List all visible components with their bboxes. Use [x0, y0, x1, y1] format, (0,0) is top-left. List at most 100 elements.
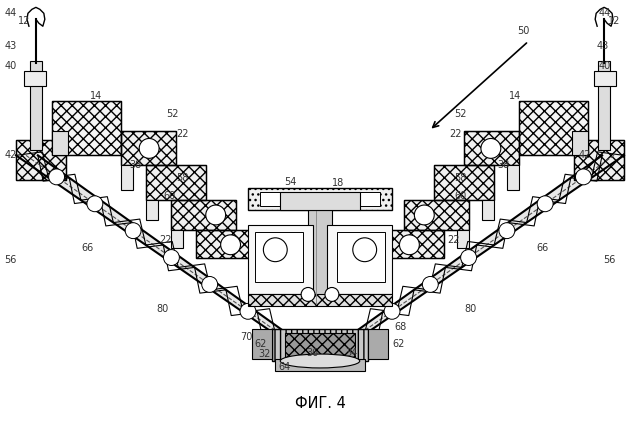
Text: 14: 14	[90, 91, 102, 101]
Text: 14: 14	[509, 91, 521, 101]
Polygon shape	[320, 155, 624, 357]
Bar	[457, 230, 469, 248]
Text: 22: 22	[449, 128, 461, 139]
Text: 62: 62	[255, 339, 267, 349]
Bar	[285, 333, 355, 357]
Text: 56: 56	[603, 255, 616, 265]
Bar	[255, 232, 303, 282]
Bar	[337, 232, 385, 282]
Circle shape	[163, 250, 179, 266]
Circle shape	[49, 169, 65, 185]
Ellipse shape	[280, 354, 360, 368]
Text: 62: 62	[392, 339, 405, 349]
Bar	[196, 230, 266, 258]
Circle shape	[264, 238, 287, 262]
Text: 60: 60	[163, 191, 175, 201]
Bar	[275, 359, 365, 371]
Text: 70: 70	[241, 332, 253, 342]
Bar	[171, 200, 236, 230]
Bar	[518, 101, 588, 155]
Bar	[146, 165, 205, 200]
Circle shape	[537, 196, 553, 212]
Bar	[248, 225, 313, 294]
Text: 32: 32	[259, 349, 271, 359]
Bar	[122, 131, 176, 165]
Bar	[574, 141, 624, 180]
Bar	[572, 131, 588, 155]
Text: 42: 42	[579, 150, 591, 160]
Bar	[435, 165, 494, 200]
Bar	[30, 61, 42, 150]
Circle shape	[575, 169, 591, 185]
Circle shape	[240, 304, 256, 319]
Circle shape	[422, 277, 438, 292]
Bar	[374, 230, 444, 258]
Circle shape	[202, 277, 218, 292]
Circle shape	[301, 288, 315, 301]
Bar	[248, 188, 392, 210]
Bar	[52, 101, 122, 155]
Bar	[404, 200, 469, 230]
Bar	[16, 141, 66, 180]
Bar	[16, 141, 66, 180]
Bar	[122, 131, 176, 165]
Text: 66: 66	[536, 243, 549, 253]
Bar	[248, 294, 392, 306]
Bar	[464, 131, 518, 165]
Bar	[482, 200, 494, 220]
Circle shape	[125, 223, 141, 239]
Text: 43: 43	[4, 41, 17, 51]
Bar	[146, 200, 158, 220]
Bar	[404, 200, 469, 230]
Bar	[598, 61, 610, 150]
Text: 44: 44	[4, 8, 17, 18]
Bar	[594, 71, 616, 86]
Text: 22: 22	[159, 235, 172, 245]
Text: 60: 60	[454, 191, 467, 201]
Bar	[24, 71, 46, 86]
Circle shape	[87, 196, 103, 212]
Text: 12: 12	[608, 16, 620, 26]
Circle shape	[399, 235, 419, 255]
Circle shape	[140, 139, 159, 158]
Text: 38: 38	[497, 160, 509, 171]
Text: 52: 52	[454, 109, 467, 119]
Text: 34: 34	[345, 348, 357, 358]
Text: 68: 68	[394, 322, 407, 332]
Bar	[518, 101, 588, 155]
Text: 54: 54	[284, 177, 296, 187]
Circle shape	[499, 223, 515, 239]
Bar	[196, 230, 266, 258]
Circle shape	[325, 288, 339, 301]
Text: 64: 64	[278, 362, 291, 372]
Bar	[435, 165, 494, 200]
Circle shape	[481, 139, 500, 158]
Circle shape	[414, 205, 435, 225]
Text: 66: 66	[81, 243, 94, 253]
Text: 40: 40	[598, 61, 611, 71]
Bar	[464, 131, 518, 165]
Circle shape	[461, 250, 477, 266]
Bar	[146, 165, 205, 200]
Text: ФИГ. 4: ФИГ. 4	[294, 396, 346, 411]
Bar	[252, 329, 272, 359]
Text: 58: 58	[176, 173, 188, 183]
Bar	[308, 210, 332, 304]
Text: 36: 36	[306, 348, 318, 358]
Text: 52: 52	[166, 109, 179, 119]
Text: 38: 38	[129, 160, 141, 171]
Text: 56: 56	[4, 255, 17, 265]
Text: 44: 44	[598, 8, 611, 18]
Bar	[327, 225, 392, 294]
Bar	[374, 230, 444, 258]
Text: 80: 80	[464, 304, 476, 314]
Text: 43: 43	[596, 41, 609, 51]
Bar	[272, 329, 368, 361]
Bar	[260, 192, 380, 206]
Text: 58: 58	[454, 173, 467, 183]
Circle shape	[221, 235, 241, 255]
Bar	[171, 200, 236, 230]
Circle shape	[353, 238, 376, 262]
Text: 22: 22	[447, 235, 460, 245]
Circle shape	[205, 205, 226, 225]
